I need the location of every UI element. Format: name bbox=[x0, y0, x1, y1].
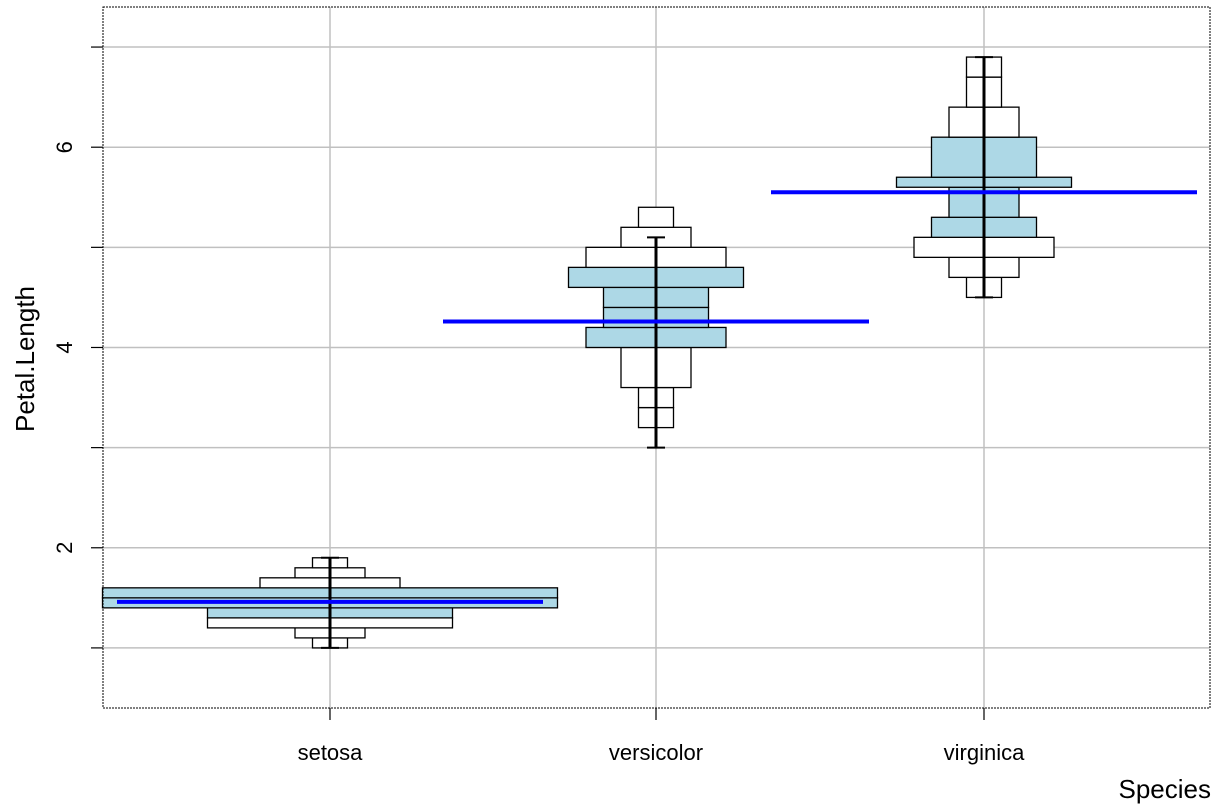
x-tick-label: virginica bbox=[944, 740, 1025, 765]
axes: 2 4 6 setosa versicolor virginica bbox=[52, 46, 1025, 765]
histogram-bar bbox=[637, 206, 675, 228]
y-axis-title: Petal.Length bbox=[10, 286, 40, 432]
mean-lines bbox=[117, 190, 1197, 604]
x-tick-label: setosa bbox=[298, 740, 364, 765]
histogram-bars bbox=[101, 56, 1073, 649]
x-axis-title: Species bbox=[1119, 774, 1212, 804]
y-tick-label: 6 bbox=[52, 141, 77, 153]
y-tick-label: 2 bbox=[52, 542, 77, 554]
x-tick-label: versicolor bbox=[609, 740, 703, 765]
range-whiskers bbox=[321, 56, 993, 649]
y-tick-label: 4 bbox=[52, 341, 77, 353]
